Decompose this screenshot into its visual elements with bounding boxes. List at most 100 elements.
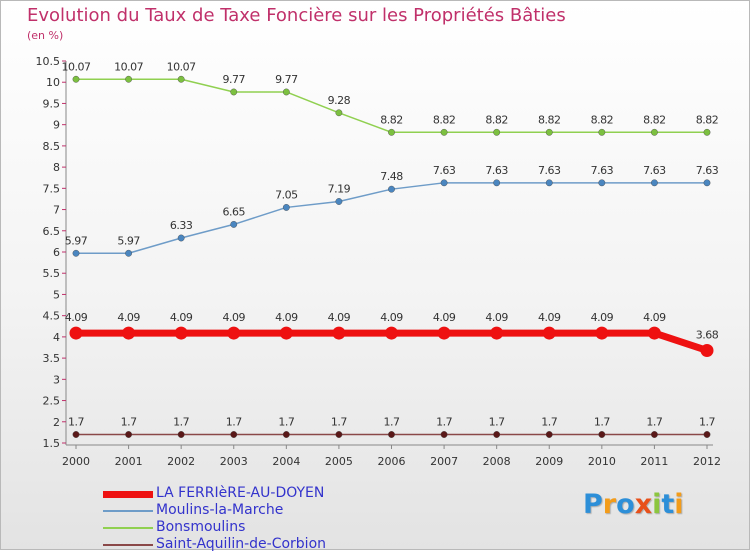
data-point	[440, 128, 448, 136]
y-tick-label: 1.5	[43, 437, 61, 450]
data-label: 5.97	[117, 234, 140, 247]
data-point	[651, 431, 658, 438]
data-label: 4.09	[538, 311, 561, 324]
data-point	[703, 128, 711, 136]
data-point	[230, 221, 238, 228]
data-point	[595, 326, 609, 340]
data-point	[282, 88, 290, 96]
x-tick-label: 2008	[483, 455, 511, 468]
data-point	[542, 326, 556, 340]
y-tick-label: 9.5	[43, 97, 61, 110]
y-tick-label: 10	[46, 76, 60, 89]
data-label: 9.77	[223, 73, 246, 86]
data-point	[332, 326, 346, 340]
data-point	[335, 431, 343, 438]
data-label: 7.63	[433, 164, 456, 177]
logo-letter: P	[583, 489, 603, 520]
y-tick-label: 6.5	[43, 225, 61, 238]
data-label: 4.09	[591, 311, 614, 324]
x-tick-label: 2012	[693, 455, 721, 468]
data-label: 9.77	[275, 73, 298, 86]
x-tick-label: 2003	[220, 455, 248, 468]
data-point	[703, 431, 711, 438]
data-label: 8.82	[485, 113, 508, 126]
data-point	[700, 343, 714, 357]
legend-swatch	[103, 527, 153, 529]
data-point	[493, 431, 501, 438]
data-label: 9.28	[328, 94, 351, 107]
data-point	[440, 179, 448, 187]
data-point	[493, 179, 501, 187]
data-point	[545, 179, 553, 187]
data-label: 7.63	[538, 164, 561, 177]
y-tick-label: 8	[53, 161, 60, 174]
data-label: 1.7	[384, 416, 400, 429]
data-label: 1.7	[594, 416, 610, 429]
data-point	[335, 109, 343, 117]
data-label: 8.82	[643, 113, 666, 126]
data-point	[493, 128, 501, 136]
legend-label: Bonsmoulins	[156, 519, 246, 535]
y-axis-unit: (en %)	[27, 29, 64, 42]
data-point	[282, 204, 290, 211]
data-point	[69, 326, 83, 340]
data-label: 8.82	[380, 113, 403, 126]
legend-label: Saint-Aquilin-de-Corbion	[156, 536, 327, 552]
data-point	[703, 179, 711, 187]
y-tick-label: 2	[53, 416, 60, 429]
data-point	[174, 326, 188, 340]
data-label: 1.7	[331, 416, 347, 429]
data-label: 7.48	[380, 170, 403, 183]
data-label: 1.7	[173, 416, 189, 429]
y-tick-label: 8.5	[43, 140, 61, 153]
x-tick-label: 2011	[640, 455, 668, 468]
data-point	[385, 326, 398, 340]
data-point	[72, 75, 80, 83]
data-label: 10.07	[62, 60, 91, 73]
data-label: 8.82	[696, 113, 719, 126]
data-label: 8.82	[591, 113, 614, 126]
data-label: 3.68	[696, 328, 719, 341]
data-label: 4.09	[65, 311, 88, 324]
y-tick-label: 4	[53, 331, 60, 344]
data-point	[230, 88, 238, 96]
data-point	[440, 431, 448, 438]
data-point	[125, 75, 132, 83]
data-label: 5.97	[65, 234, 88, 247]
x-tick-label: 2009	[535, 455, 563, 468]
x-tick-label: 2007	[430, 455, 458, 468]
data-label: 4.09	[328, 311, 351, 324]
y-tick-label: 7	[53, 204, 60, 217]
legend-label: Moulins-la-Marche	[156, 502, 284, 518]
data-label: 8.82	[433, 113, 456, 126]
data-point	[177, 234, 185, 242]
logo-letter: r	[602, 489, 617, 520]
x-tick-label: 2005	[325, 455, 353, 468]
data-label: 1.7	[646, 416, 662, 429]
data-point	[490, 326, 504, 340]
x-tick-label: 2002	[167, 455, 195, 468]
x-tick-label: 2004	[272, 455, 300, 468]
y-tick-label: 10.5	[36, 55, 61, 68]
data-point	[125, 249, 132, 257]
data-label: 6.65	[223, 205, 246, 218]
data-label: 6.33	[170, 219, 193, 232]
data-label: 10.07	[167, 60, 196, 73]
data-label: 1.7	[699, 416, 715, 429]
data-point	[388, 128, 395, 136]
data-point	[177, 75, 185, 83]
data-point	[279, 326, 293, 340]
data-point	[545, 431, 553, 438]
logo-letter: x	[634, 489, 653, 520]
logo-letter: i	[674, 489, 684, 520]
data-label: 10.07	[114, 60, 143, 73]
y-tick-label: 5	[53, 288, 60, 301]
data-label: 1.7	[121, 416, 137, 429]
x-tick-label: 2006	[378, 455, 406, 468]
data-point	[230, 431, 238, 438]
y-tick-label: 2.5	[43, 395, 61, 408]
chart-title: Evolution du Taux de Taxe Foncière sur l…	[27, 5, 566, 26]
data-label: 1.7	[278, 416, 294, 429]
data-point	[598, 431, 606, 438]
